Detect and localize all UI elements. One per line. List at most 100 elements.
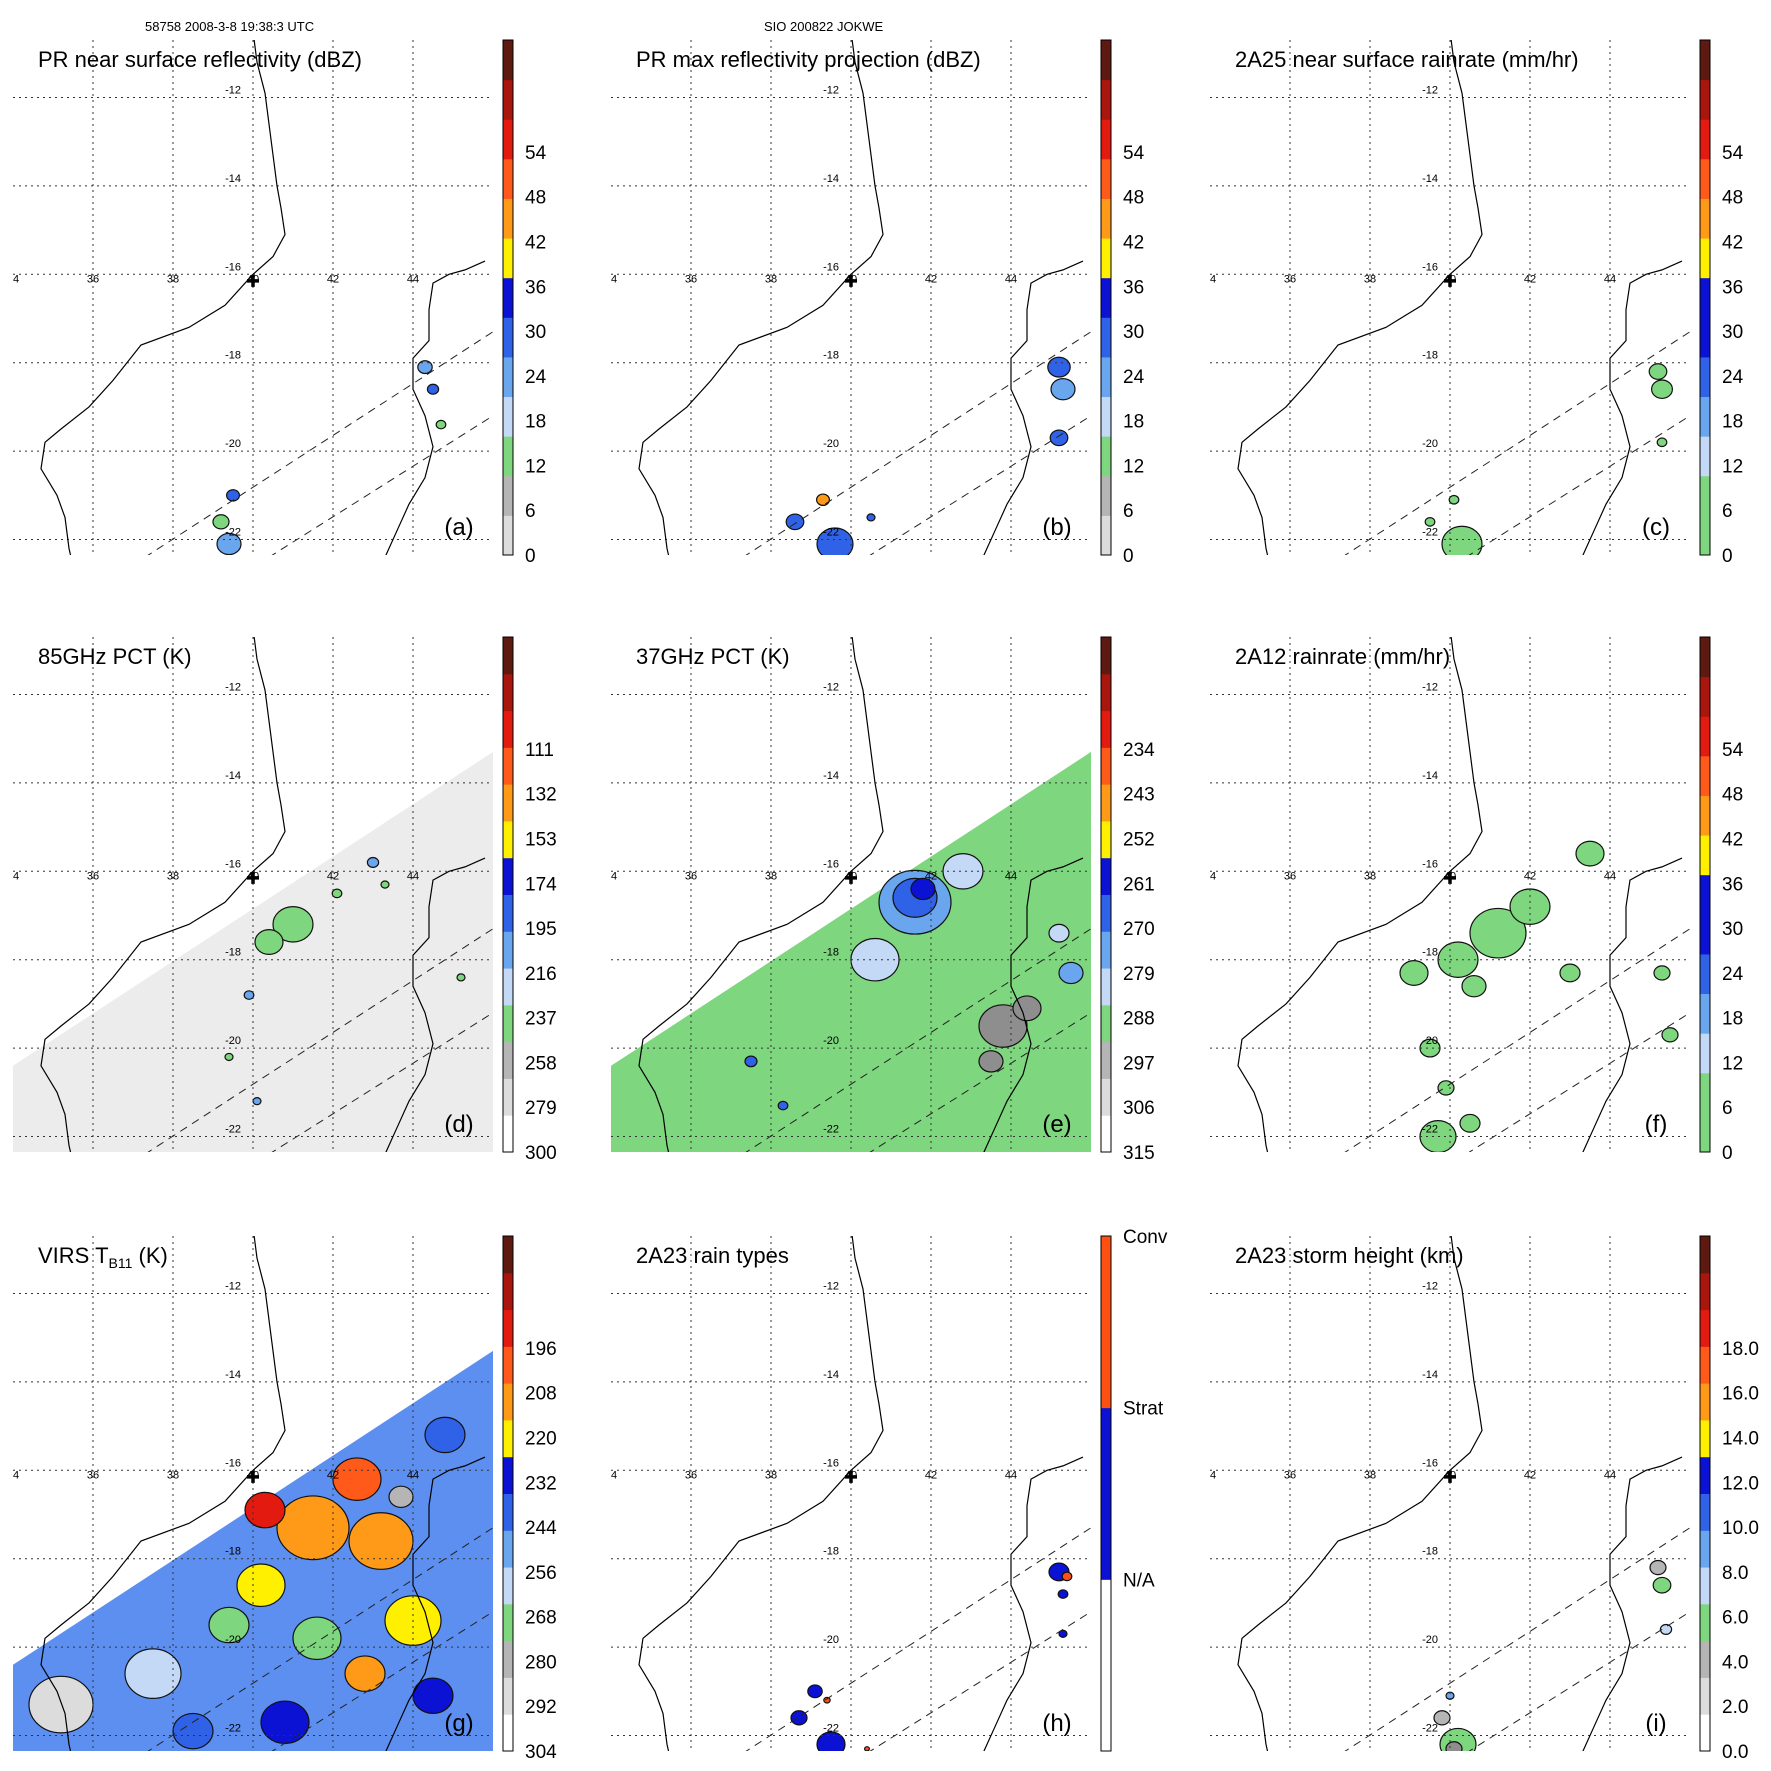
colorbar-segment [1700, 835, 1710, 876]
colorbar-segment [503, 119, 513, 160]
madagascar-coastline [385, 260, 486, 555]
colorbar-tick-label: 243 [1123, 785, 1155, 806]
colorbar-segment [1101, 1236, 1111, 1409]
colorbar-segment [1101, 356, 1111, 398]
colorbar-segment [503, 1603, 513, 1642]
lon-tick-label: 38 [1364, 274, 1376, 286]
lat-tick-label: -12 [225, 1280, 241, 1292]
colorbar-tick-label: 216 [525, 964, 557, 985]
colorbar-segment [1700, 475, 1710, 516]
colorbar-tick-label: 30 [1722, 322, 1743, 343]
colorbar-frame [1699, 636, 1711, 1153]
lon-tick-label: 44 [1604, 274, 1616, 286]
lon-tick-label: 42 [327, 274, 339, 286]
colorbar-tick-label: 6 [1722, 1098, 1733, 1119]
header-center-text: SIO 200822 JOKWE [764, 19, 884, 34]
lat-tick-label: -14 [225, 1369, 241, 1381]
swath-edge-line [271, 1012, 493, 1152]
colorbar-tick-label: 279 [1123, 964, 1155, 985]
lon-tick-label: 34 [605, 871, 617, 883]
colorbar-segment [1700, 1346, 1710, 1384]
colorbar-segment [503, 1530, 513, 1568]
storm-center-marker [1444, 871, 1456, 884]
panel-letter-label: (a) [444, 514, 473, 541]
map-area: 343638404244-12-14-16-18-20-22 [13, 637, 493, 1152]
lat-tick-label: -18 [225, 1546, 241, 1558]
colorbar-tick-label: 6 [1123, 501, 1134, 522]
lat-tick-label: -12 [823, 681, 839, 693]
echo-cell [244, 1491, 286, 1529]
colorbar-segment [1101, 119, 1111, 160]
colorbar-tick-label: 0 [1123, 546, 1134, 567]
colorbar-tick-label: 315 [1123, 1143, 1155, 1164]
swath-edge-line [1468, 1012, 1690, 1152]
lon-tick-label: 38 [167, 871, 179, 883]
madagascar-coastline [983, 857, 1084, 1152]
echo-cell [1661, 1027, 1679, 1043]
echo-cell [331, 888, 343, 899]
panel-letter-label: (i) [1645, 1710, 1666, 1737]
colorbar-segment [1700, 1112, 1710, 1153]
lat-tick-label: -20 [225, 1035, 241, 1047]
colorbar-segment [503, 1640, 513, 1678]
colorbar-tick-label: 36 [525, 277, 546, 298]
swath-edge-line [271, 415, 493, 555]
colorbar-segment [1700, 874, 1710, 915]
colorbar-segment [1700, 1714, 1710, 1752]
lat-tick-label: -16 [225, 261, 241, 273]
lon-tick-label: 42 [925, 274, 937, 286]
colorbar-tick-label: 111 [525, 740, 554, 761]
echo-cell [1650, 379, 1673, 400]
colorbar-segment [1101, 317, 1111, 358]
lat-tick-label: -22 [823, 1723, 839, 1735]
colorbar-tick-label: 36 [1123, 277, 1144, 298]
swath-edge-line [869, 1012, 1091, 1152]
colorbar-segment [1700, 1493, 1710, 1531]
colorbar-segment [1700, 356, 1710, 398]
colorbar-tick-label: 12 [1123, 456, 1144, 477]
map-area: 343638404244-12-14-16-18-20-22 [1210, 1236, 1690, 1751]
colorbar-segment [1101, 198, 1111, 239]
colorbar-segment [1101, 784, 1111, 822]
madagascar-coastline [385, 1456, 486, 1751]
lon-tick-label: 44 [1005, 1470, 1017, 1482]
lon-tick-label: 42 [1524, 274, 1536, 286]
colorbar-tick-label: 6.0 [1722, 1608, 1748, 1629]
swath-edge-line [745, 331, 1091, 555]
colorbar-tick-label: 256 [525, 1563, 557, 1584]
lat-tick-label: -22 [823, 527, 839, 539]
lat-tick-label: -20 [823, 1035, 839, 1047]
colorbar-frame [1100, 636, 1112, 1153]
madagascar-coastline [1582, 857, 1683, 1152]
colorbar-segment [1700, 1567, 1710, 1605]
colorbar-segment [1700, 1456, 1710, 1494]
colorbar-tick-label: 18 [525, 412, 546, 433]
colorbar-segment [503, 1078, 513, 1116]
echo-cell [388, 1485, 414, 1509]
colorbar-segment [1700, 676, 1710, 717]
lat-tick-label: -16 [823, 1457, 839, 1469]
lon-tick-label: 36 [1284, 871, 1296, 883]
colorbar-frame [1100, 39, 1112, 556]
lat-tick-label: -18 [1422, 350, 1438, 362]
colorbar-segment [1700, 716, 1710, 757]
colorbar-segment [503, 317, 513, 358]
madagascar-coastline [1582, 1456, 1683, 1751]
colorbar-tick-label: 30 [1722, 919, 1743, 940]
colorbar-segment [1700, 119, 1710, 160]
lat-tick-label: -22 [1422, 1723, 1438, 1735]
colorbar-segment [503, 1383, 513, 1421]
colorbar-segment [503, 1419, 513, 1458]
colorbar-segment [1700, 277, 1710, 318]
swath-edge-line [869, 1611, 1091, 1751]
lat-tick-label: -22 [225, 1723, 241, 1735]
colorbar-tick-label: 270 [1123, 919, 1155, 940]
colorbar-segment [1700, 1677, 1710, 1715]
colorbar-segment [503, 1272, 513, 1311]
lat-tick-label: -18 [1422, 1546, 1438, 1558]
colorbar-segment [503, 747, 513, 785]
colorbar-segment [503, 784, 513, 822]
